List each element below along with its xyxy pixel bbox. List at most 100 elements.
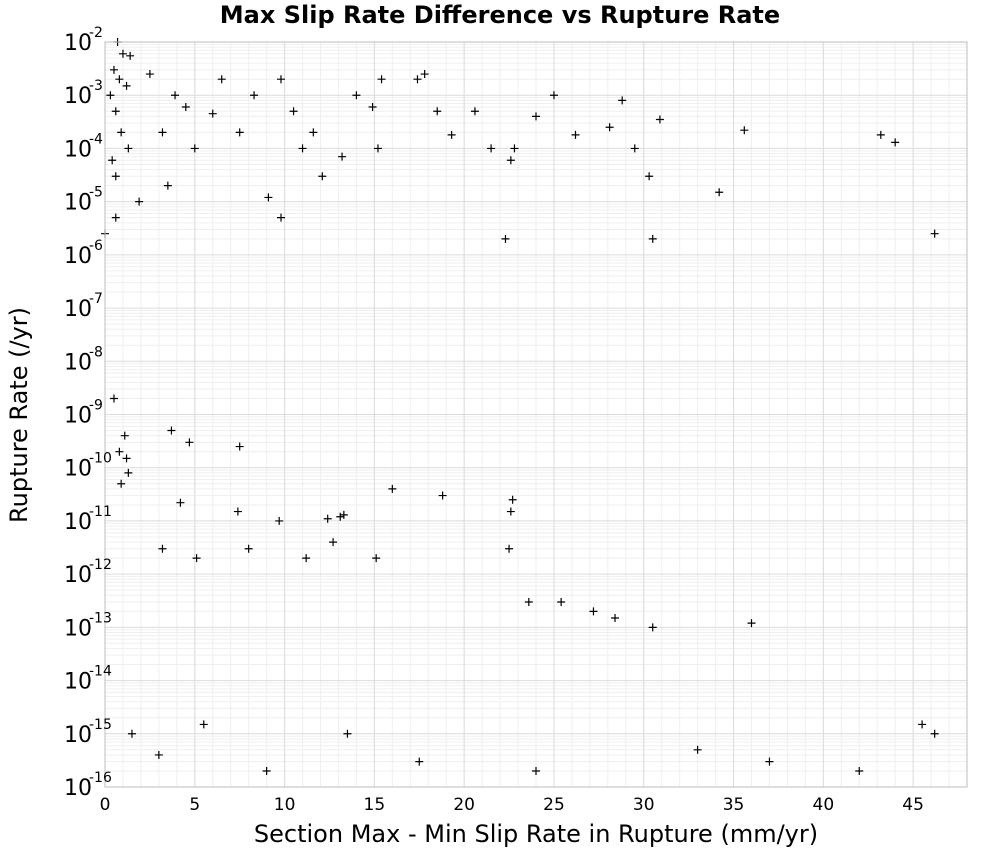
x-tick-label: 40 (813, 795, 835, 815)
x-tick-label: 45 (902, 795, 924, 815)
scatter-point (338, 152, 347, 161)
scatter-point (171, 91, 180, 100)
y-tick-labels: 10-1610-1510-1410-1310-1210-1110-1010-91… (64, 25, 112, 801)
scatter-point (192, 554, 201, 563)
scatter-point (154, 750, 163, 759)
scatter-point (420, 70, 429, 79)
scatter-point (506, 507, 515, 516)
scatter-point (158, 128, 167, 137)
scatter-point (645, 172, 654, 181)
y-tick-exponent: -4 (89, 131, 103, 147)
scatter-point (930, 729, 939, 738)
scatter-point (655, 115, 664, 124)
y-tick-base: 10 (64, 350, 92, 375)
y-tick-exponent: -3 (89, 78, 103, 94)
y-tick-base: 10 (64, 404, 92, 429)
scatter-point (122, 454, 131, 463)
scatter-point (765, 757, 774, 766)
y-tick-exponent: -14 (89, 664, 112, 680)
y-tick-label: 10-7 (64, 291, 103, 322)
scatter-point (855, 766, 864, 775)
y-tick-base: 10 (64, 191, 92, 216)
scatter-point (413, 75, 422, 84)
scatter-point (181, 103, 190, 112)
y-tick-exponent: -6 (89, 238, 103, 254)
scatter-point (106, 91, 115, 100)
y-tick-base: 10 (64, 84, 92, 109)
scatter-point (336, 512, 345, 521)
scatter-point (505, 544, 514, 553)
scatter-point (648, 623, 657, 632)
y-tick-label: 10-16 (64, 770, 112, 801)
x-tick-label: 20 (453, 795, 475, 815)
scatter-point (339, 510, 348, 519)
scatter-point (111, 107, 120, 116)
y-tick-base: 10 (64, 563, 92, 588)
scatter-point (611, 613, 620, 622)
scatter-point (501, 234, 510, 243)
y-tick-label: 10-4 (64, 131, 103, 162)
y-tick-exponent: -15 (89, 717, 112, 733)
scatter-point (329, 538, 338, 547)
scatter-point (115, 447, 124, 456)
scatter-point (190, 144, 199, 153)
y-tick-base: 10 (64, 616, 92, 641)
scatter-point (438, 491, 447, 500)
scatter-point (648, 234, 657, 243)
y-tick-base: 10 (64, 137, 92, 162)
x-tick-label: 5 (189, 795, 200, 815)
y-tick-label: 10-15 (64, 717, 112, 748)
x-axis-label: Section Max - Min Slip Rate in Rupture (… (254, 820, 818, 848)
scatter-point (605, 123, 614, 132)
scatter-point (208, 109, 217, 118)
scatter-point (289, 107, 298, 116)
scatter-point (235, 128, 244, 137)
scatter-point (630, 144, 639, 153)
y-tick-label: 10-10 (64, 451, 112, 482)
scatter-point (158, 544, 167, 553)
scatter-point (298, 144, 307, 153)
scatter-point (373, 144, 382, 153)
y-tick-base: 10 (64, 31, 92, 56)
scatter-point (557, 597, 566, 606)
scatter-point (124, 144, 133, 153)
scatter-point (117, 128, 126, 137)
scatter-point (111, 172, 120, 181)
y-tick-label: 10-9 (64, 398, 103, 429)
scatter-point (217, 75, 226, 84)
scatter-point (715, 188, 724, 197)
x-tick-labels: 0 5 10 15 20 25 30 35 40 45 (100, 795, 924, 815)
scatter-point (747, 619, 756, 628)
scatter-point (891, 138, 900, 147)
scatter-point (127, 729, 136, 738)
scatter-point (323, 514, 332, 523)
y-tick-base: 10 (64, 723, 92, 748)
y-tick-base: 10 (64, 457, 92, 482)
y-tick-label: 10-6 (64, 238, 103, 269)
y-tick-base: 10 (64, 510, 92, 535)
y-tick-exponent: -5 (89, 185, 103, 201)
y-tick-label: 10-2 (64, 25, 103, 56)
y-tick-exponent: -13 (89, 610, 112, 626)
scatter-point (506, 156, 515, 165)
scatter-point (264, 193, 273, 202)
y-tick-exponent: -2 (89, 25, 103, 41)
scatter-point (276, 75, 285, 84)
x-tick-label: 15 (364, 795, 386, 815)
chart-title: Max Slip Rate Difference vs Rupture Rate (220, 1, 780, 29)
plot-frame (104, 41, 968, 788)
scatter-point (693, 745, 702, 754)
scatter-point (262, 766, 271, 775)
scatter-point (120, 431, 129, 440)
scatter-point (447, 130, 456, 139)
scatter-point (388, 484, 397, 493)
scatter-point (122, 81, 131, 90)
scatter-point (244, 544, 253, 553)
scatter-point (433, 107, 442, 116)
scatter-point (510, 144, 519, 153)
scatter-point (135, 197, 144, 206)
scatter-point (309, 128, 318, 137)
scatter-point (176, 498, 185, 507)
scatter-point (571, 130, 580, 139)
grid-layer (104, 41, 968, 788)
